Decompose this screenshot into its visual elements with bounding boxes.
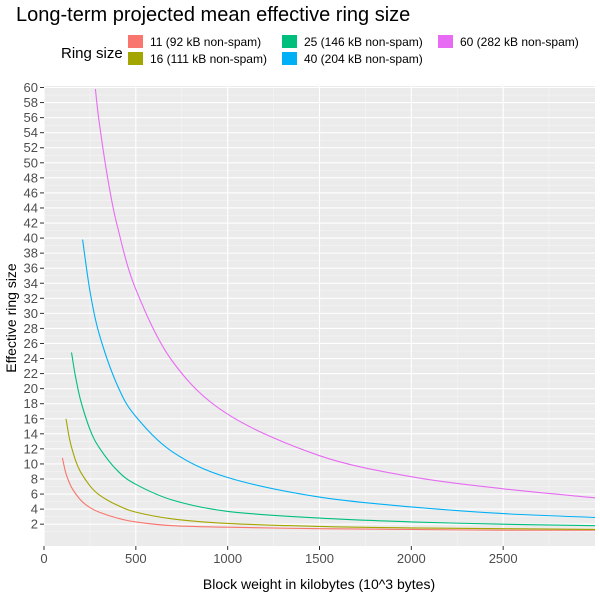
legend-key-4 (282, 52, 297, 65)
legend-label-3: 25 (146 kB non-spam) (304, 35, 423, 49)
legend-label-2: 16 (111 kB non-spam) (150, 52, 267, 66)
major-gridlines (43, 86, 595, 546)
x-tick-label: 500 (125, 551, 147, 566)
y-tick-label: 18 (24, 396, 38, 411)
legend: Ring size 11 (92 kB non-spam) 16 (111 kB … (61, 35, 579, 66)
x-axis-title: Block weight in kilobytes (10^3 bytes) (203, 576, 435, 592)
y-tick-label: 34 (24, 276, 38, 291)
y-tick-label: 52 (24, 140, 38, 155)
legend-label-5: 60 (282 kB non-spam) (460, 35, 579, 49)
y-tick-label: 2 (31, 517, 38, 532)
y-tick-label: 20 (24, 381, 38, 396)
y-tick-label: 4 (31, 502, 38, 517)
y-tick-label: 54 (24, 125, 38, 140)
legend-label-4: 40 (204 kB non-spam) (304, 52, 423, 66)
series-line-5 (94, 88, 596, 499)
x-tick-label: 1000 (213, 551, 242, 566)
x-tick-label: 2000 (397, 551, 426, 566)
legend-key-3 (282, 35, 297, 48)
y-tick-label: 50 (24, 155, 38, 170)
series-line-4 (82, 239, 596, 518)
chart-title: Long-term projected mean effective ring … (16, 4, 410, 26)
legend-key-2 (128, 52, 143, 65)
y-tick-label: 30 (24, 306, 38, 321)
y-tick-label: 26 (24, 336, 38, 351)
y-tick-label: 56 (24, 110, 38, 125)
y-tick-label: 42 (24, 216, 38, 231)
legend-label-1: 11 (92 kB non-spam) (150, 35, 261, 49)
y-tick-label: 24 (24, 351, 38, 366)
series-line-3 (70, 352, 596, 527)
y-tick-label: 40 (24, 231, 38, 246)
y-tick-label: 8 (31, 471, 38, 486)
x-tick-label: 2500 (489, 551, 518, 566)
y-tick-label: 44 (24, 200, 38, 215)
legend-key-5 (438, 35, 453, 48)
y-tick-label: 14 (24, 426, 38, 441)
y-tick-label: 10 (24, 456, 38, 471)
x-axis: 0 500 1000 1500 2000 2500 (40, 546, 518, 566)
y-axis-title: Effective ring size (3, 263, 19, 373)
legend-key-1 (128, 35, 143, 48)
x-tick-label: 1500 (305, 551, 334, 566)
legend-title: Ring size (61, 45, 123, 62)
y-tick-label: 60 (24, 80, 38, 95)
x-tick-label: 0 (40, 551, 47, 566)
series-line-2 (65, 418, 596, 530)
y-tick-label: 12 (24, 441, 38, 456)
y-tick-label: 38 (24, 246, 38, 261)
y-tick-label: 16 (24, 411, 38, 426)
y-tick-label: 22 (24, 366, 38, 381)
y-tick-label: 28 (24, 321, 38, 336)
y-tick-label: 32 (24, 291, 38, 306)
y-axis: 2468101214161820222426283032343638404244… (24, 80, 44, 532)
series-lines (61, 88, 596, 531)
y-tick-label: 48 (24, 170, 38, 185)
y-tick-label: 46 (24, 185, 38, 200)
series-line-1 (61, 457, 596, 531)
y-tick-label: 58 (24, 95, 38, 110)
y-tick-label: 36 (24, 261, 38, 276)
y-tick-label: 6 (31, 487, 38, 502)
